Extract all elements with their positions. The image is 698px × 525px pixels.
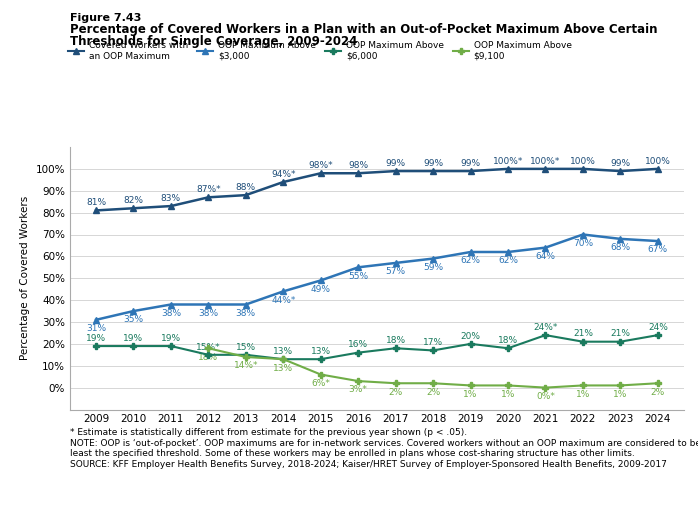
Y-axis label: Percentage of Covered Workers: Percentage of Covered Workers (20, 196, 30, 360)
Text: 24%: 24% (648, 323, 668, 332)
Text: NOTE: OOP is ‘out-of-pocket’. OOP maximums are for in-network services. Covered : NOTE: OOP is ‘out-of-pocket’. OOP maximu… (70, 439, 698, 448)
Text: 15%*: 15%* (196, 342, 221, 352)
Text: 88%: 88% (236, 183, 256, 192)
Text: 57%: 57% (385, 267, 406, 276)
Text: 35%: 35% (124, 316, 144, 324)
Text: 13%: 13% (273, 363, 293, 373)
Text: 100%: 100% (645, 156, 671, 165)
Text: 1%: 1% (463, 390, 477, 399)
Text: 6%*: 6%* (311, 379, 330, 388)
Text: 83%: 83% (161, 194, 181, 203)
Text: 18%: 18% (385, 336, 406, 345)
Text: 18%: 18% (498, 336, 518, 345)
Text: 62%: 62% (461, 256, 480, 265)
Text: 2%: 2% (389, 387, 403, 396)
Text: 14%*: 14%* (234, 361, 258, 370)
Text: Percentage of Covered Workers in a Plan with an Out-of-Pocket Maximum Above Cert: Percentage of Covered Workers in a Plan … (70, 23, 658, 36)
Text: 82%: 82% (124, 196, 144, 205)
Text: 3%*: 3%* (349, 385, 368, 394)
Text: 87%*: 87%* (196, 185, 221, 194)
Text: 64%: 64% (535, 252, 556, 261)
Text: 19%: 19% (161, 334, 181, 343)
Text: 21%: 21% (573, 329, 593, 339)
Text: * Estimate is statistically different from estimate for the previous year shown : * Estimate is statistically different fr… (70, 428, 467, 437)
Legend: Covered Workers with
an OOP Maximum, OOP Maximum Above
$3,000, OOP Maximum Above: Covered Workers with an OOP Maximum, OOP… (68, 41, 572, 61)
Text: 1%: 1% (613, 390, 628, 399)
Text: 62%: 62% (498, 256, 518, 265)
Text: 15%: 15% (236, 342, 256, 352)
Text: 99%: 99% (610, 159, 630, 168)
Text: 67%: 67% (648, 246, 668, 255)
Text: 100%: 100% (570, 156, 596, 165)
Text: 100%*: 100%* (530, 156, 560, 165)
Text: 0%*: 0%* (536, 392, 555, 401)
Text: 98%*: 98%* (309, 161, 333, 170)
Text: 17%: 17% (423, 338, 443, 347)
Text: Figure 7.43: Figure 7.43 (70, 13, 141, 23)
Text: 68%: 68% (610, 243, 630, 252)
Text: 38%: 38% (198, 309, 218, 318)
Text: 55%: 55% (348, 272, 369, 281)
Text: 18%: 18% (198, 353, 218, 362)
Text: 38%: 38% (161, 309, 181, 318)
Text: 81%: 81% (86, 198, 106, 207)
Text: 100%*: 100%* (493, 156, 524, 165)
Text: 59%: 59% (423, 263, 443, 272)
Text: 98%: 98% (348, 161, 369, 170)
Text: SOURCE: KFF Employer Health Benefits Survey, 2018-2024; Kaiser/HRET Survey of Em: SOURCE: KFF Employer Health Benefits Sur… (70, 460, 667, 469)
Text: least the specified threshold. Some of these workers may be enrolled in plans wh: least the specified threshold. Some of t… (70, 449, 634, 458)
Text: 31%: 31% (86, 324, 106, 333)
Text: 19%: 19% (124, 334, 144, 343)
Text: 2%: 2% (426, 387, 440, 396)
Text: 1%: 1% (501, 390, 515, 399)
Text: 38%: 38% (236, 309, 256, 318)
Text: 99%: 99% (385, 159, 406, 168)
Text: 16%: 16% (348, 340, 369, 349)
Text: 19%: 19% (86, 334, 106, 343)
Text: 20%: 20% (461, 332, 480, 341)
Text: 13%: 13% (273, 347, 293, 356)
Text: 24%*: 24%* (533, 323, 558, 332)
Text: 94%*: 94%* (271, 170, 295, 179)
Text: 99%: 99% (461, 159, 481, 168)
Text: Thresholds for Single Coverage, 2009-2024: Thresholds for Single Coverage, 2009-202… (70, 35, 357, 48)
Text: 44%*: 44%* (271, 296, 295, 304)
Text: 70%: 70% (573, 239, 593, 248)
Text: 2%: 2% (651, 387, 665, 396)
Text: 21%: 21% (610, 329, 630, 339)
Text: 49%: 49% (311, 285, 331, 294)
Text: 99%: 99% (423, 159, 443, 168)
Text: 13%: 13% (311, 347, 331, 356)
Text: 1%: 1% (576, 390, 590, 399)
